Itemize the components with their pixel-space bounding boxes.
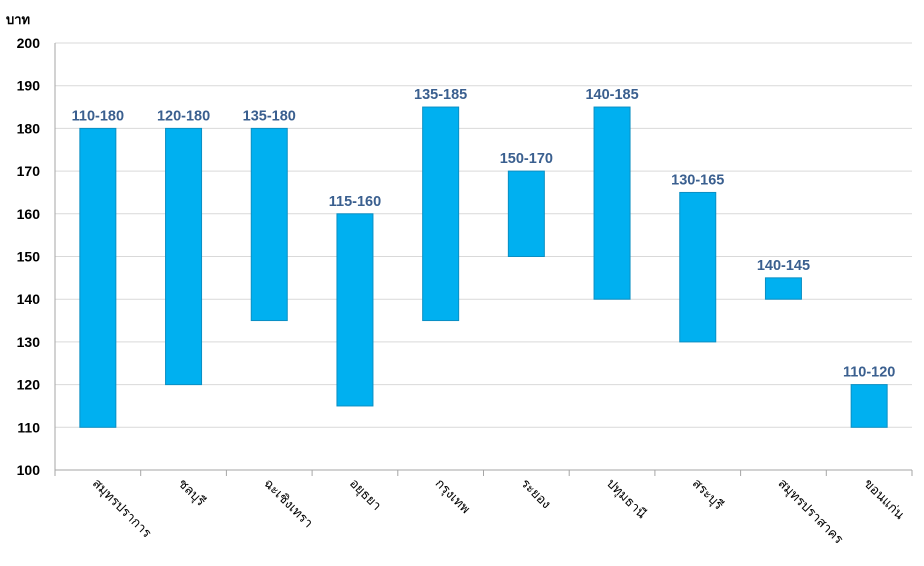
bar xyxy=(250,127,288,322)
y-tick-label: 170 xyxy=(17,163,41,179)
y-tick-label: 110 xyxy=(17,419,40,435)
x-tick-label: ระยอง xyxy=(518,476,554,512)
x-tick-label: สมุทรปราการ xyxy=(89,476,154,541)
data-label: 120-180 xyxy=(157,108,210,124)
y-tick-label: 120 xyxy=(17,377,41,393)
y-tick-label: 180 xyxy=(17,120,41,136)
y-tick-label: 190 xyxy=(17,78,41,94)
bar xyxy=(165,127,203,386)
bar xyxy=(422,106,460,322)
data-label: 135-180 xyxy=(243,108,296,124)
data-label: 110-120 xyxy=(843,365,895,381)
x-tick-label: ขอนแก่น xyxy=(860,476,907,523)
data-label: 115-160 xyxy=(329,194,381,210)
bar xyxy=(850,384,888,428)
y-tick-label: 160 xyxy=(17,206,41,222)
y-tick-label: 100 xyxy=(17,462,41,478)
x-tick-labels: สมุทรปราการ ชลบุรี ฉะเชิงเทรา อยุธยา กรุงเทพ… xyxy=(89,476,907,548)
data-label: 140-145 xyxy=(757,258,810,274)
y-tick-label: 200 xyxy=(17,35,41,51)
x-tick-label: ปทุมธานี xyxy=(603,476,649,522)
y-axis: 100 110 120 130 140 150 160 170 180 190 200 xyxy=(17,35,56,478)
bar xyxy=(507,170,545,258)
y-tick-label: 140 xyxy=(17,291,41,307)
x-tick-label: อยุธยา xyxy=(346,476,384,514)
y-tick-label: 130 xyxy=(17,334,41,350)
x-tick-label: สมุทรปราสาคร xyxy=(775,476,846,547)
data-label: 135-185 xyxy=(414,87,467,103)
bar xyxy=(79,127,117,428)
y-axis-label: บาท xyxy=(6,13,30,28)
data-label: 150-170 xyxy=(500,151,553,167)
y-tick-label: 150 xyxy=(17,249,41,265)
bars xyxy=(79,106,888,428)
x-tick-label: สระบุรี xyxy=(689,476,727,514)
data-label: 130-165 xyxy=(671,172,724,188)
data-label: 140-185 xyxy=(585,87,638,103)
x-tick-label: กรุงเทพ xyxy=(432,476,473,517)
data-labels: 110-180 120-180 135-180 115-160 135-185 150-1… xyxy=(72,87,896,381)
x-axis xyxy=(54,469,913,476)
data-label: 110-180 xyxy=(72,108,124,124)
x-tick-label: ฉะเชิงเทรา xyxy=(260,476,315,531)
bar xyxy=(593,106,631,300)
x-tick-label: ชลบุรี xyxy=(175,476,209,510)
bar xyxy=(764,277,802,300)
bar xyxy=(336,213,374,407)
bar xyxy=(679,191,717,343)
